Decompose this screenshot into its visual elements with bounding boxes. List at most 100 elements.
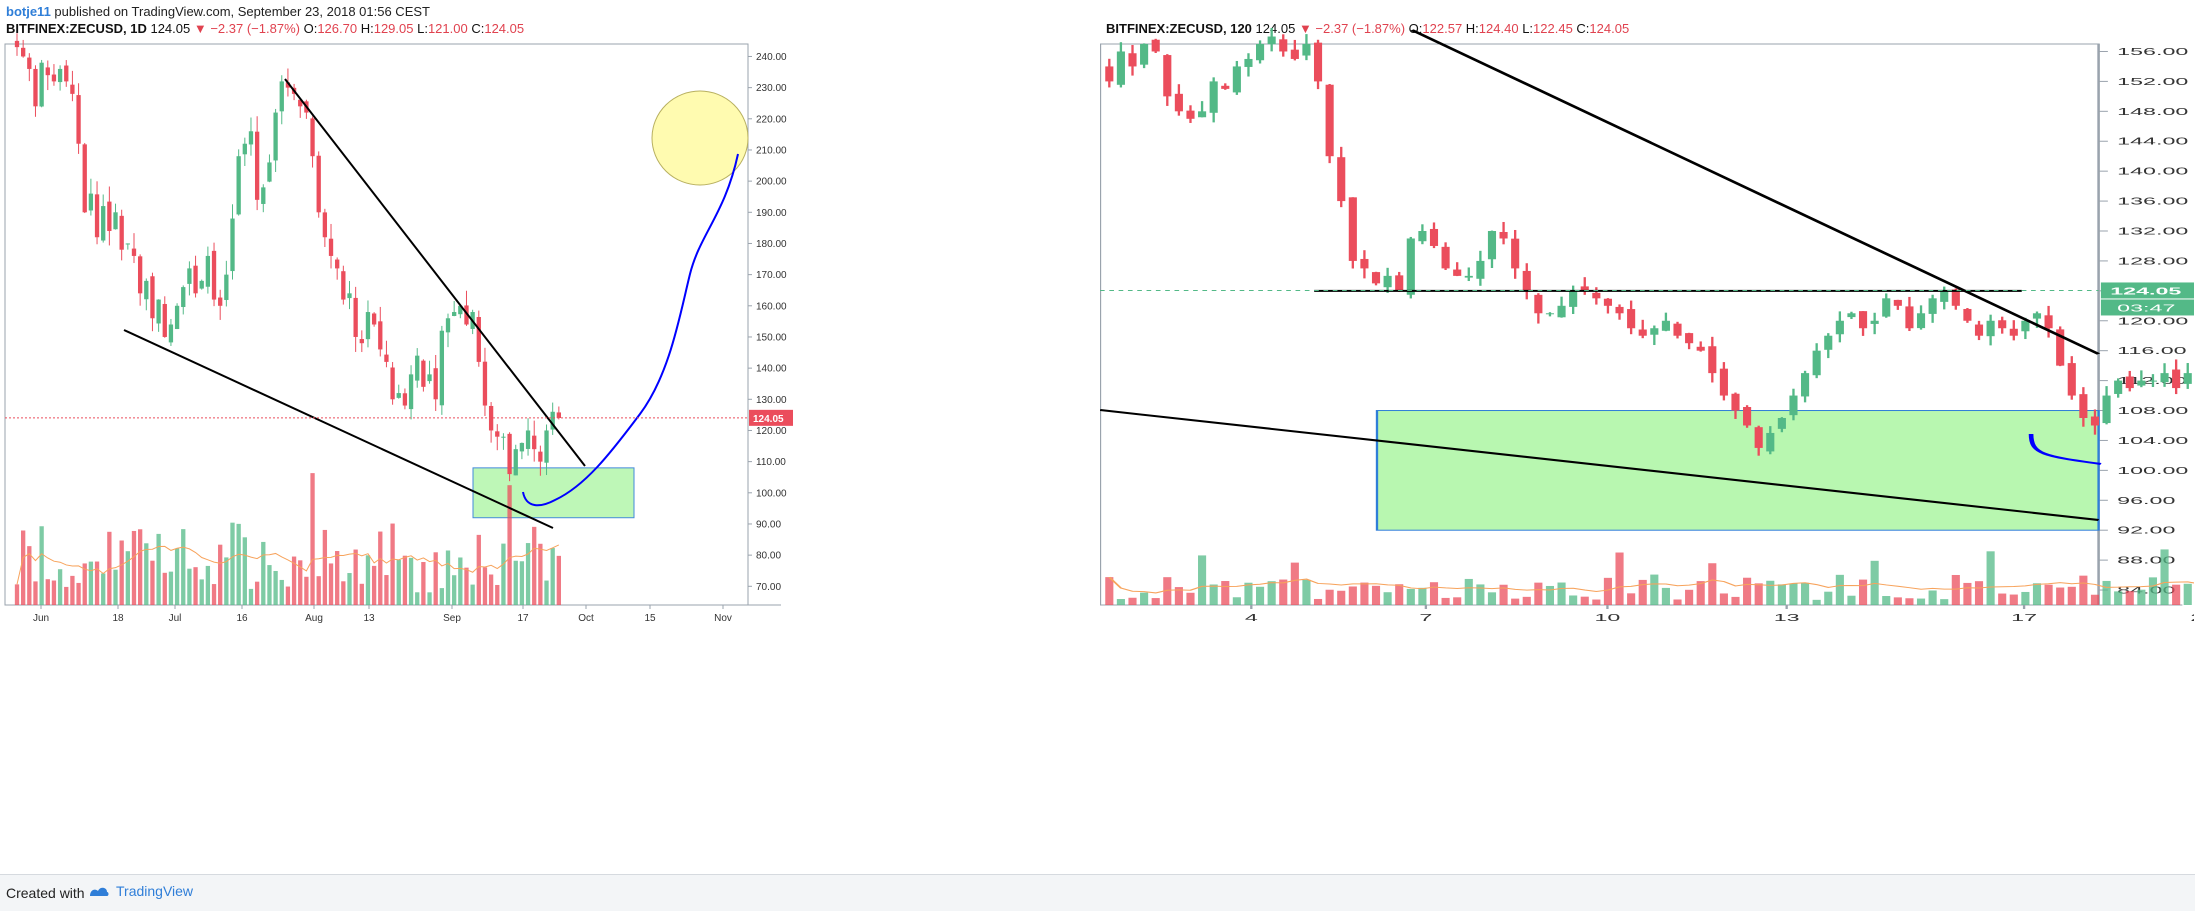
candle-body [1325,84,1334,157]
volume-bar [39,526,44,605]
candle-body [513,449,518,476]
volume-bar [452,575,457,605]
open-value: 122.57 [1422,21,1463,36]
low-value: 122.45 [1533,21,1573,36]
candle-body [1789,395,1798,416]
candle-body [519,442,525,452]
price-tick-label: 88.00 [2117,555,2175,566]
volume-bar [1383,592,1392,605]
price-tick-label: 96.00 [2117,495,2175,506]
volume-bar [1801,582,1810,605]
candle-body [341,271,346,300]
candle-body [347,293,352,299]
candle-body [402,393,408,406]
time-tick-label: 18 [112,613,124,624]
candle-body [76,95,81,144]
volume-bar [2102,580,2111,605]
candle-body [211,250,217,300]
candle-body [162,303,167,337]
volume-bar [1627,593,1636,605]
time-tick-label: 10 [1594,612,1620,623]
price-tick-label: 170.00 [756,270,787,281]
volume-bar [371,565,377,605]
time-tick-label: 15 [644,613,656,624]
candle-body [1163,55,1172,97]
price-tick-label: 210.00 [756,145,787,156]
volume-bar [2114,591,2123,605]
candle-body [495,431,500,437]
candle-body [2021,320,2030,332]
chart-canvas-2h[interactable]: 156.00 152.00 148.00 144.00 140.00 136.00 132.… [1100,14,2194,874]
volume-bar [2032,583,2042,605]
candle-body [488,405,494,431]
candle-body [2125,376,2134,389]
price-tick-label: 230.00 [756,83,787,94]
candle-body [218,297,223,306]
chart-canvas-daily[interactable]: 240.00 230.00 220.00 210.00 200.00 190.00 180.… [0,14,1094,874]
candle-body [365,312,371,340]
close-label: C: [471,21,485,36]
volume-bar [2009,594,2018,605]
candle-body [1255,44,1265,61]
volume-bar [51,580,57,605]
low-label: L: [1522,21,1534,36]
price-tick-label: 220.00 [756,114,787,125]
time-tick-label: 16 [236,613,248,624]
volume-bar [131,530,137,605]
volume-bar [1928,590,1937,605]
volume-bar [2160,549,2169,605]
candle-body [1476,260,1485,279]
volume-bar [1789,583,1798,605]
volume-bar [335,551,340,605]
candle-body [1337,157,1346,202]
open-value: 126.70 [317,21,358,36]
volume-bar [421,562,426,605]
volume-bar [378,531,383,605]
candle-body [1499,231,1508,239]
volume-bar [1198,555,1207,605]
volume-bar [113,569,118,605]
open-label: O: [303,21,318,36]
candle-body [94,194,100,238]
chart-panel-2h: BITFINEX:ZECUSD, 120 124.05 ▼ −2.37 (−1.… [1100,14,2194,874]
price-tick-label: 128.00 [2117,255,2188,266]
price-tick-label: 130.00 [756,395,787,406]
candle-body [1835,320,1844,335]
volume-bar [556,555,561,605]
candle-body [1348,197,1357,261]
candle-body [174,305,180,330]
volume-bar [144,543,149,605]
lower-trendline [1100,409,2100,521]
candle-body [137,256,143,294]
candle-body [125,243,130,245]
lower-trendline [123,329,554,529]
candle-body [2172,369,2181,389]
volume-bar [2079,575,2088,605]
candle-body [242,143,247,155]
candle-body [2009,328,2018,336]
symbol-info-daily: BITFINEX:ZECUSD, 1D 124.05 ▼ −2.37 (−1.8… [6,21,524,36]
volume-bar [150,560,155,605]
volume-bar [1464,578,1473,605]
candle-body [1592,292,1601,299]
volume-bar [1696,581,1705,605]
volume-bar [476,534,481,605]
volume-bar [1267,581,1276,605]
author-link[interactable]: botje11 [6,4,51,19]
volume-bar [1986,551,1995,605]
candle-body [39,62,44,107]
tradingview-link[interactable]: TradingView [88,883,193,899]
price-tick-label: 104.00 [2117,435,2188,446]
last-price-badge [2100,282,2194,299]
candle-body [1232,66,1241,93]
volume-bar [273,570,278,605]
candle-body [482,361,488,406]
candle-body [1731,393,1740,411]
volume-bar [82,563,87,605]
volume-bar [125,551,130,605]
volume-bar [1360,582,1369,605]
volume-bar [2137,589,2146,605]
high-value: 129.05 [373,21,414,36]
candle-body [445,318,451,333]
high-value: 124.40 [1478,21,1519,36]
